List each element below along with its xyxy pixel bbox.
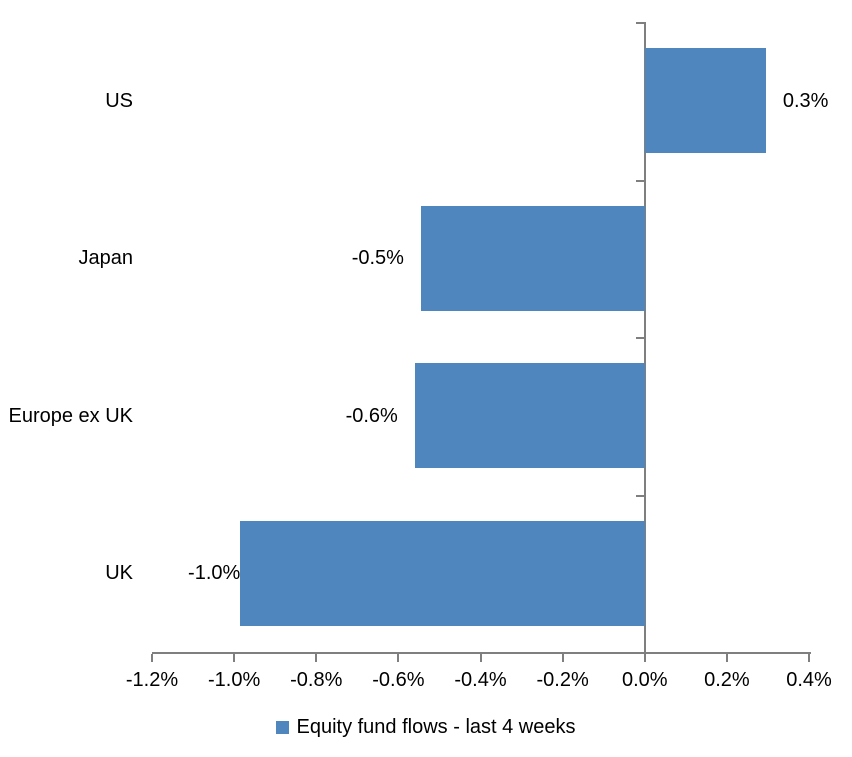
y-axis-tick	[635, 22, 644, 24]
legend-label: Equity fund flows - last 4 weeks	[296, 716, 576, 738]
x-axis-tick-label: -0.8%	[290, 669, 343, 691]
y-axis-line	[643, 22, 646, 662]
x-axis-line	[152, 652, 811, 654]
bar-us	[644, 48, 766, 154]
x-axis-tick	[479, 654, 482, 662]
x-axis-tick	[233, 654, 236, 662]
x-axis-tick-label: -1.2%	[125, 669, 179, 691]
x-axis-tick	[151, 654, 153, 662]
y-axis-tick	[635, 179, 644, 182]
x-axis-tick	[315, 654, 318, 662]
bar-japan	[420, 205, 645, 311]
category-label-europe-ex-uk: Europe ex UK	[8, 404, 133, 427]
category-label-us: US	[105, 89, 133, 112]
x-axis-tick-label: 0.0%	[621, 669, 668, 691]
y-axis-tick	[635, 337, 644, 339]
value-label-japan: -0.5%	[351, 247, 404, 270]
x-axis-tick-label: 0.2%	[704, 669, 750, 691]
x-axis-tick	[561, 654, 564, 662]
category-label-japan: Japan	[78, 247, 134, 270]
legend-swatch-icon	[276, 720, 290, 734]
y-axis-tick	[635, 494, 644, 497]
x-axis-tick-label: -0.4%	[454, 669, 507, 691]
bar-uk	[240, 520, 645, 626]
bar-europe-ex-uk	[414, 363, 645, 469]
value-label-europe-ex-uk: -0.6%	[345, 404, 398, 427]
x-axis-tick	[397, 654, 400, 662]
legend: Equity fund flows - last 4 weeks	[0, 712, 852, 742]
x-axis-tick	[808, 654, 810, 662]
category-label-uk: UK	[105, 562, 133, 585]
x-axis-tick-label: -0.6%	[372, 669, 425, 691]
x-axis-tick	[725, 654, 728, 662]
value-label-uk: -1.0%	[188, 562, 241, 585]
x-axis-tick-label: -1.0%	[208, 669, 261, 691]
x-axis-tick-label: 0.4%	[786, 669, 832, 691]
value-label-us: 0.3%	[782, 89, 829, 112]
x-axis-tick-label: -0.2%	[536, 669, 589, 691]
